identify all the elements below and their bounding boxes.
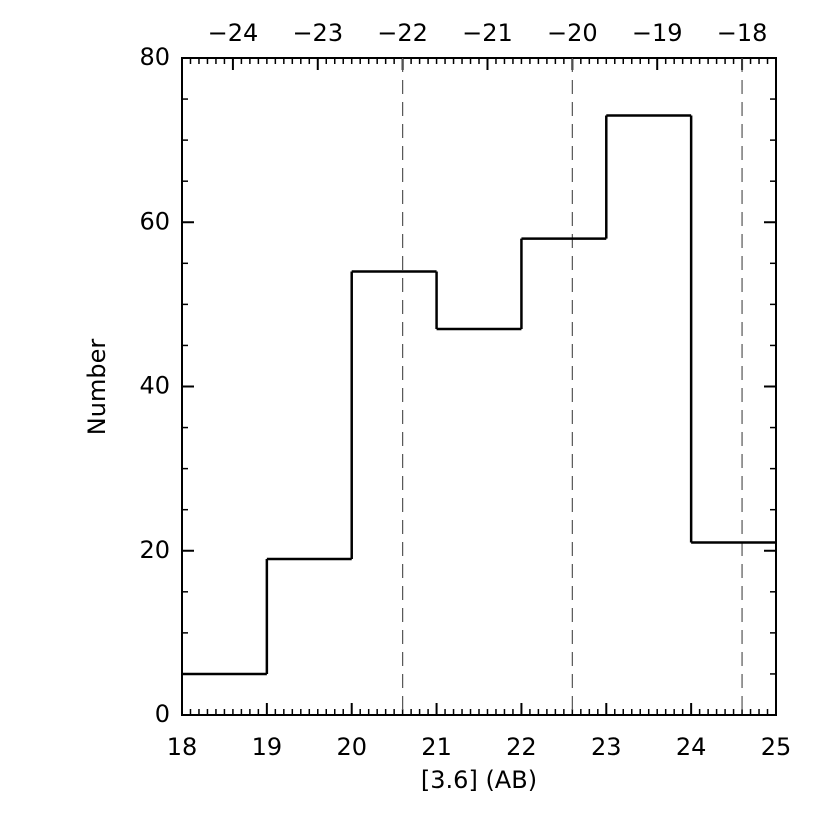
y-tick-label: 20 (139, 536, 170, 564)
x2-tick-label: −24 (208, 19, 259, 47)
x-tick-label: 25 (761, 733, 792, 761)
x2-tick-label: −20 (547, 19, 598, 47)
y-axis-label: Number (83, 339, 111, 436)
x2-tick-label: −23 (292, 19, 343, 47)
x2-tick-label: −21 (462, 19, 513, 47)
x-axis-label: [3.6] (AB) (421, 766, 537, 794)
x-tick-label: 24 (676, 733, 707, 761)
x-tick-label: 19 (252, 733, 283, 761)
x2-tick-label: −19 (632, 19, 683, 47)
y-tick-label: 0 (155, 700, 170, 728)
x-tick-label: 18 (167, 733, 198, 761)
x-tick-label: 23 (591, 733, 622, 761)
x-tick-label: 20 (336, 733, 367, 761)
x-tick-label: 21 (421, 733, 452, 761)
y-tick-label: 40 (139, 372, 170, 400)
y-tick-label: 60 (139, 207, 170, 235)
x-tick-label: 22 (506, 733, 537, 761)
y-tick-label: 80 (139, 43, 170, 71)
x2-tick-label: −22 (377, 19, 428, 47)
plot-frame (181, 57, 777, 716)
x2-tick-label: −18 (717, 19, 768, 47)
